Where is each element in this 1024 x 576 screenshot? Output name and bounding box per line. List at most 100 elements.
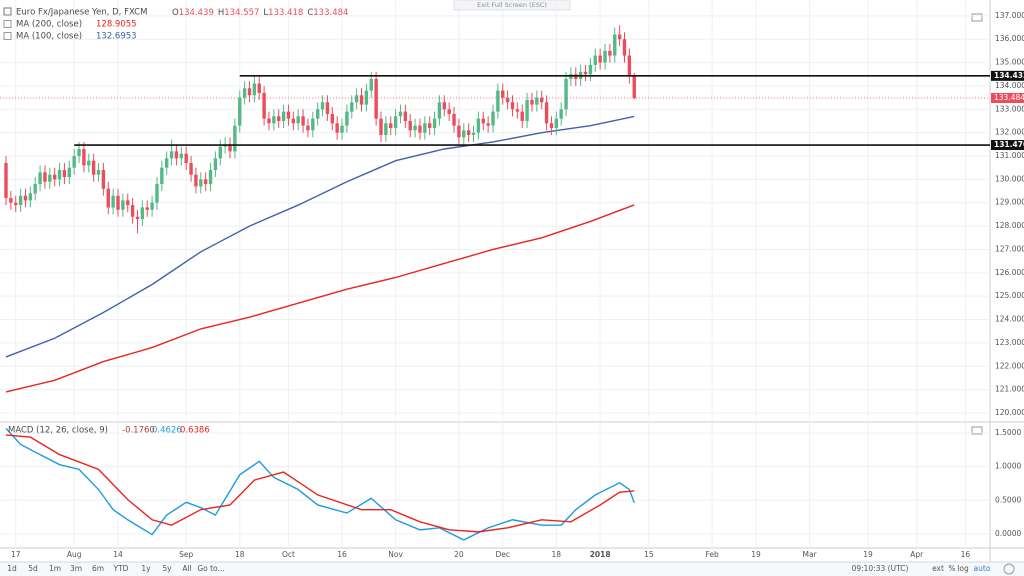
candle-body bbox=[72, 156, 76, 168]
candle-body bbox=[179, 153, 184, 159]
legend-icon[interactable] bbox=[3, 20, 12, 28]
candle-body bbox=[598, 55, 602, 63]
candle-body bbox=[14, 202, 18, 206]
option-button[interactable]: auto bbox=[974, 564, 991, 573]
candle-body bbox=[530, 99, 534, 105]
candle-body bbox=[52, 174, 57, 180]
ohlc-letter: H bbox=[218, 8, 224, 18]
ohlc-value: 134.439 bbox=[179, 8, 214, 18]
range-button[interactable]: All bbox=[182, 564, 191, 573]
x-tick-label: Sep bbox=[179, 550, 193, 559]
x-tick-label: 14 bbox=[113, 550, 123, 559]
candle-body bbox=[462, 130, 466, 138]
candle-body bbox=[369, 78, 373, 91]
candle-body bbox=[145, 207, 149, 210]
candle-body bbox=[135, 216, 140, 220]
series-line bbox=[5, 427, 635, 541]
candle-body bbox=[520, 111, 524, 121]
candle-body bbox=[315, 109, 320, 119]
range-button[interactable]: 5d bbox=[28, 564, 38, 573]
x-tick-label: 20 bbox=[454, 550, 464, 559]
settings-icon[interactable] bbox=[1003, 563, 1015, 575]
y-tick-label: 122.000 bbox=[995, 361, 1024, 370]
ohlc-value: 133.484 bbox=[313, 8, 348, 18]
candle-body bbox=[501, 90, 505, 98]
x-tick-label: 19 bbox=[751, 550, 761, 559]
y-tick-label: 0.0000 bbox=[995, 529, 1021, 538]
exit-full-screen-button[interactable] bbox=[453, 0, 571, 11]
range-button[interactable]: 5y bbox=[162, 564, 172, 573]
range-button[interactable]: 6m bbox=[92, 564, 104, 573]
candle-body bbox=[160, 167, 164, 185]
y-tick-label: 121.000 bbox=[995, 385, 1024, 394]
candle-body bbox=[632, 75, 636, 98]
ohlc-value: 133.418 bbox=[268, 8, 303, 18]
candle-body bbox=[101, 170, 106, 189]
y-tick-label: 0.5000 bbox=[995, 495, 1021, 504]
option-button[interactable]: % bbox=[948, 564, 955, 573]
candle-body bbox=[38, 172, 42, 185]
ohlc-letter: L bbox=[263, 8, 268, 18]
range-button[interactable]: Go to... bbox=[197, 564, 224, 573]
y-tick-label: 127.000 bbox=[995, 244, 1024, 253]
candle-body bbox=[213, 158, 218, 171]
x-tick-label: 18 bbox=[552, 550, 562, 559]
option-button[interactable]: ext bbox=[932, 564, 944, 573]
candle-body bbox=[116, 195, 120, 210]
y-tick-label: 120.000 bbox=[995, 408, 1024, 417]
candle-body bbox=[486, 123, 490, 126]
range-button[interactable]: 1d bbox=[7, 564, 17, 573]
exit-full-screen-label[interactable]: Exit Full Screen (ESC) bbox=[477, 1, 547, 9]
candle-body bbox=[379, 118, 383, 135]
candle-body bbox=[57, 170, 62, 180]
candle-body bbox=[515, 109, 520, 112]
x-tick-label: Apr bbox=[910, 550, 924, 559]
candle-body bbox=[272, 116, 276, 124]
x-tick-label: Aug bbox=[67, 550, 82, 559]
candle-body bbox=[111, 195, 115, 208]
y-tick-label: 124.000 bbox=[995, 315, 1024, 324]
candle-body bbox=[208, 170, 213, 185]
x-tick-label: 16 bbox=[961, 550, 971, 559]
candle-body bbox=[28, 193, 33, 201]
x-tick-label: 2018 bbox=[590, 550, 611, 559]
legend-series-name: MA (100, close) bbox=[16, 32, 82, 42]
collapse-icon[interactable] bbox=[3, 7, 12, 16]
option-button[interactable]: log bbox=[957, 564, 969, 573]
panel-icon[interactable] bbox=[971, 13, 983, 22]
legend-title: Euro Fx/Japanese Yen, D, FXCM bbox=[16, 8, 147, 18]
legend-series-value: 0.6386 bbox=[180, 426, 210, 436]
candle-body bbox=[476, 118, 481, 133]
candle-body bbox=[350, 102, 354, 112]
range-button[interactable]: YTD bbox=[113, 564, 129, 573]
range-button[interactable]: 1m bbox=[49, 564, 61, 573]
candle-body bbox=[4, 163, 8, 199]
candle-body bbox=[540, 97, 544, 103]
candle-body bbox=[130, 205, 135, 217]
price-label-box bbox=[991, 140, 1024, 151]
panel-icon[interactable] bbox=[971, 426, 983, 435]
range-button[interactable]: 3m bbox=[70, 564, 82, 573]
candle-body bbox=[33, 184, 37, 194]
candle-body bbox=[354, 95, 359, 103]
legend-icon[interactable] bbox=[3, 32, 12, 40]
candle-body bbox=[43, 172, 47, 182]
candle-body bbox=[340, 125, 344, 133]
x-tick-label: Dec bbox=[495, 550, 510, 559]
candle-body bbox=[447, 109, 451, 114]
candle-body bbox=[82, 149, 86, 166]
candle-body bbox=[320, 102, 325, 110]
candle-body bbox=[62, 170, 67, 178]
candle-body bbox=[106, 188, 110, 208]
candle-body bbox=[228, 144, 232, 152]
range-button[interactable]: 1y bbox=[141, 564, 151, 573]
x-tick-label: Nov bbox=[388, 550, 403, 559]
candle-body bbox=[393, 116, 398, 128]
x-tick-label: 15 bbox=[644, 550, 654, 559]
candle-body bbox=[121, 200, 125, 210]
candle-body bbox=[242, 88, 247, 98]
candle-body bbox=[91, 160, 96, 175]
candle-body bbox=[301, 116, 305, 126]
candle-body bbox=[238, 97, 242, 126]
